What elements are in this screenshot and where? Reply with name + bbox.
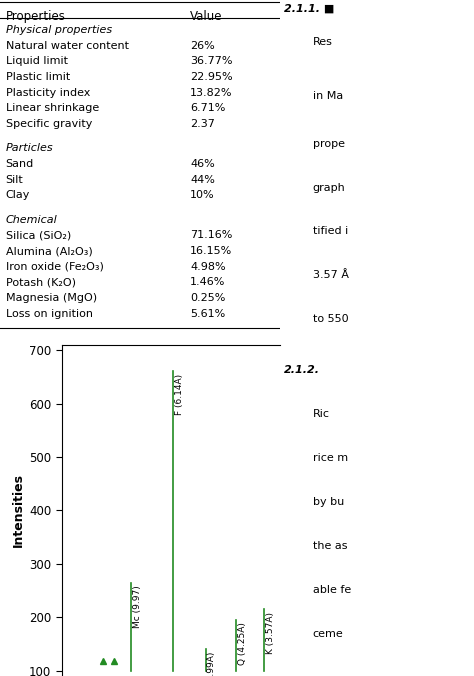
Text: Q (4.25A): Q (4.25A) — [238, 623, 247, 665]
Text: 1.46%: 1.46% — [190, 277, 226, 287]
Text: graph: graph — [313, 183, 346, 193]
Text: Liquid limit: Liquid limit — [6, 56, 68, 66]
Y-axis label: Intensities: Intensities — [12, 473, 25, 548]
Text: Magnesia (MgO): Magnesia (MgO) — [6, 293, 97, 303]
Text: tified i: tified i — [313, 226, 348, 237]
Text: 16.15%: 16.15% — [190, 246, 232, 256]
Text: 6.71%: 6.71% — [190, 103, 226, 114]
Text: 3.57 Å: 3.57 Å — [313, 270, 349, 281]
Text: Plastic limit: Plastic limit — [6, 72, 70, 82]
Text: Silt: Silt — [6, 174, 23, 185]
Text: Clay: Clay — [6, 191, 30, 200]
Text: 5.61%: 5.61% — [190, 309, 226, 319]
Text: 46%: 46% — [190, 159, 215, 169]
Text: 0.25%: 0.25% — [190, 293, 226, 303]
Text: 10%: 10% — [190, 191, 215, 200]
Text: 13.82%: 13.82% — [190, 88, 233, 97]
Text: the as: the as — [313, 541, 347, 551]
Text: 44%: 44% — [190, 174, 215, 185]
Text: Physical properties: Physical properties — [6, 25, 112, 35]
Text: Value: Value — [190, 10, 223, 23]
Text: Ric: Ric — [313, 409, 330, 419]
Text: Plasticity index: Plasticity index — [6, 88, 90, 97]
Text: ceme: ceme — [313, 629, 344, 639]
Text: Specific gravity: Specific gravity — [6, 119, 92, 129]
Text: 22.95%: 22.95% — [190, 72, 233, 82]
Text: Loss on ignition: Loss on ignition — [6, 309, 92, 319]
Text: Silica (SiO₂): Silica (SiO₂) — [6, 231, 71, 241]
Text: by bu: by bu — [313, 497, 344, 507]
Text: to 550: to 550 — [313, 314, 348, 324]
Text: 2.1.1. ■: 2.1.1. ■ — [284, 3, 335, 14]
Text: Mc (9.97): Mc (9.97) — [133, 585, 142, 628]
Text: 26%: 26% — [190, 41, 215, 51]
Text: F (6.14A): F (6.14A) — [174, 374, 183, 415]
Text: Natural water content: Natural water content — [6, 41, 128, 51]
Text: 4.98%: 4.98% — [190, 262, 226, 272]
Text: 2.37: 2.37 — [190, 119, 215, 129]
Text: rice m: rice m — [313, 453, 348, 463]
Text: in Ma: in Ma — [313, 91, 343, 101]
Text: K (3.57A): K (3.57A) — [266, 612, 275, 654]
Text: prope: prope — [313, 139, 345, 149]
Text: I/H (4.99A): I/H (4.99A) — [207, 652, 216, 676]
Text: Properties: Properties — [6, 10, 65, 23]
Text: Res: Res — [313, 37, 333, 47]
Text: Iron oxide (Fe₂O₃): Iron oxide (Fe₂O₃) — [6, 262, 103, 272]
Text: 36.77%: 36.77% — [190, 56, 233, 66]
Text: Chemical: Chemical — [6, 215, 57, 224]
Text: 71.16%: 71.16% — [190, 231, 233, 241]
Text: 2.1.2.: 2.1.2. — [284, 365, 320, 375]
Text: able fe: able fe — [313, 585, 351, 595]
Text: Particles: Particles — [6, 143, 53, 153]
Text: Linear shrinkage: Linear shrinkage — [6, 103, 99, 114]
Text: Sand: Sand — [6, 159, 34, 169]
Text: Potash (K₂O): Potash (K₂O) — [6, 277, 75, 287]
Text: Alumina (Al₂O₃): Alumina (Al₂O₃) — [6, 246, 92, 256]
